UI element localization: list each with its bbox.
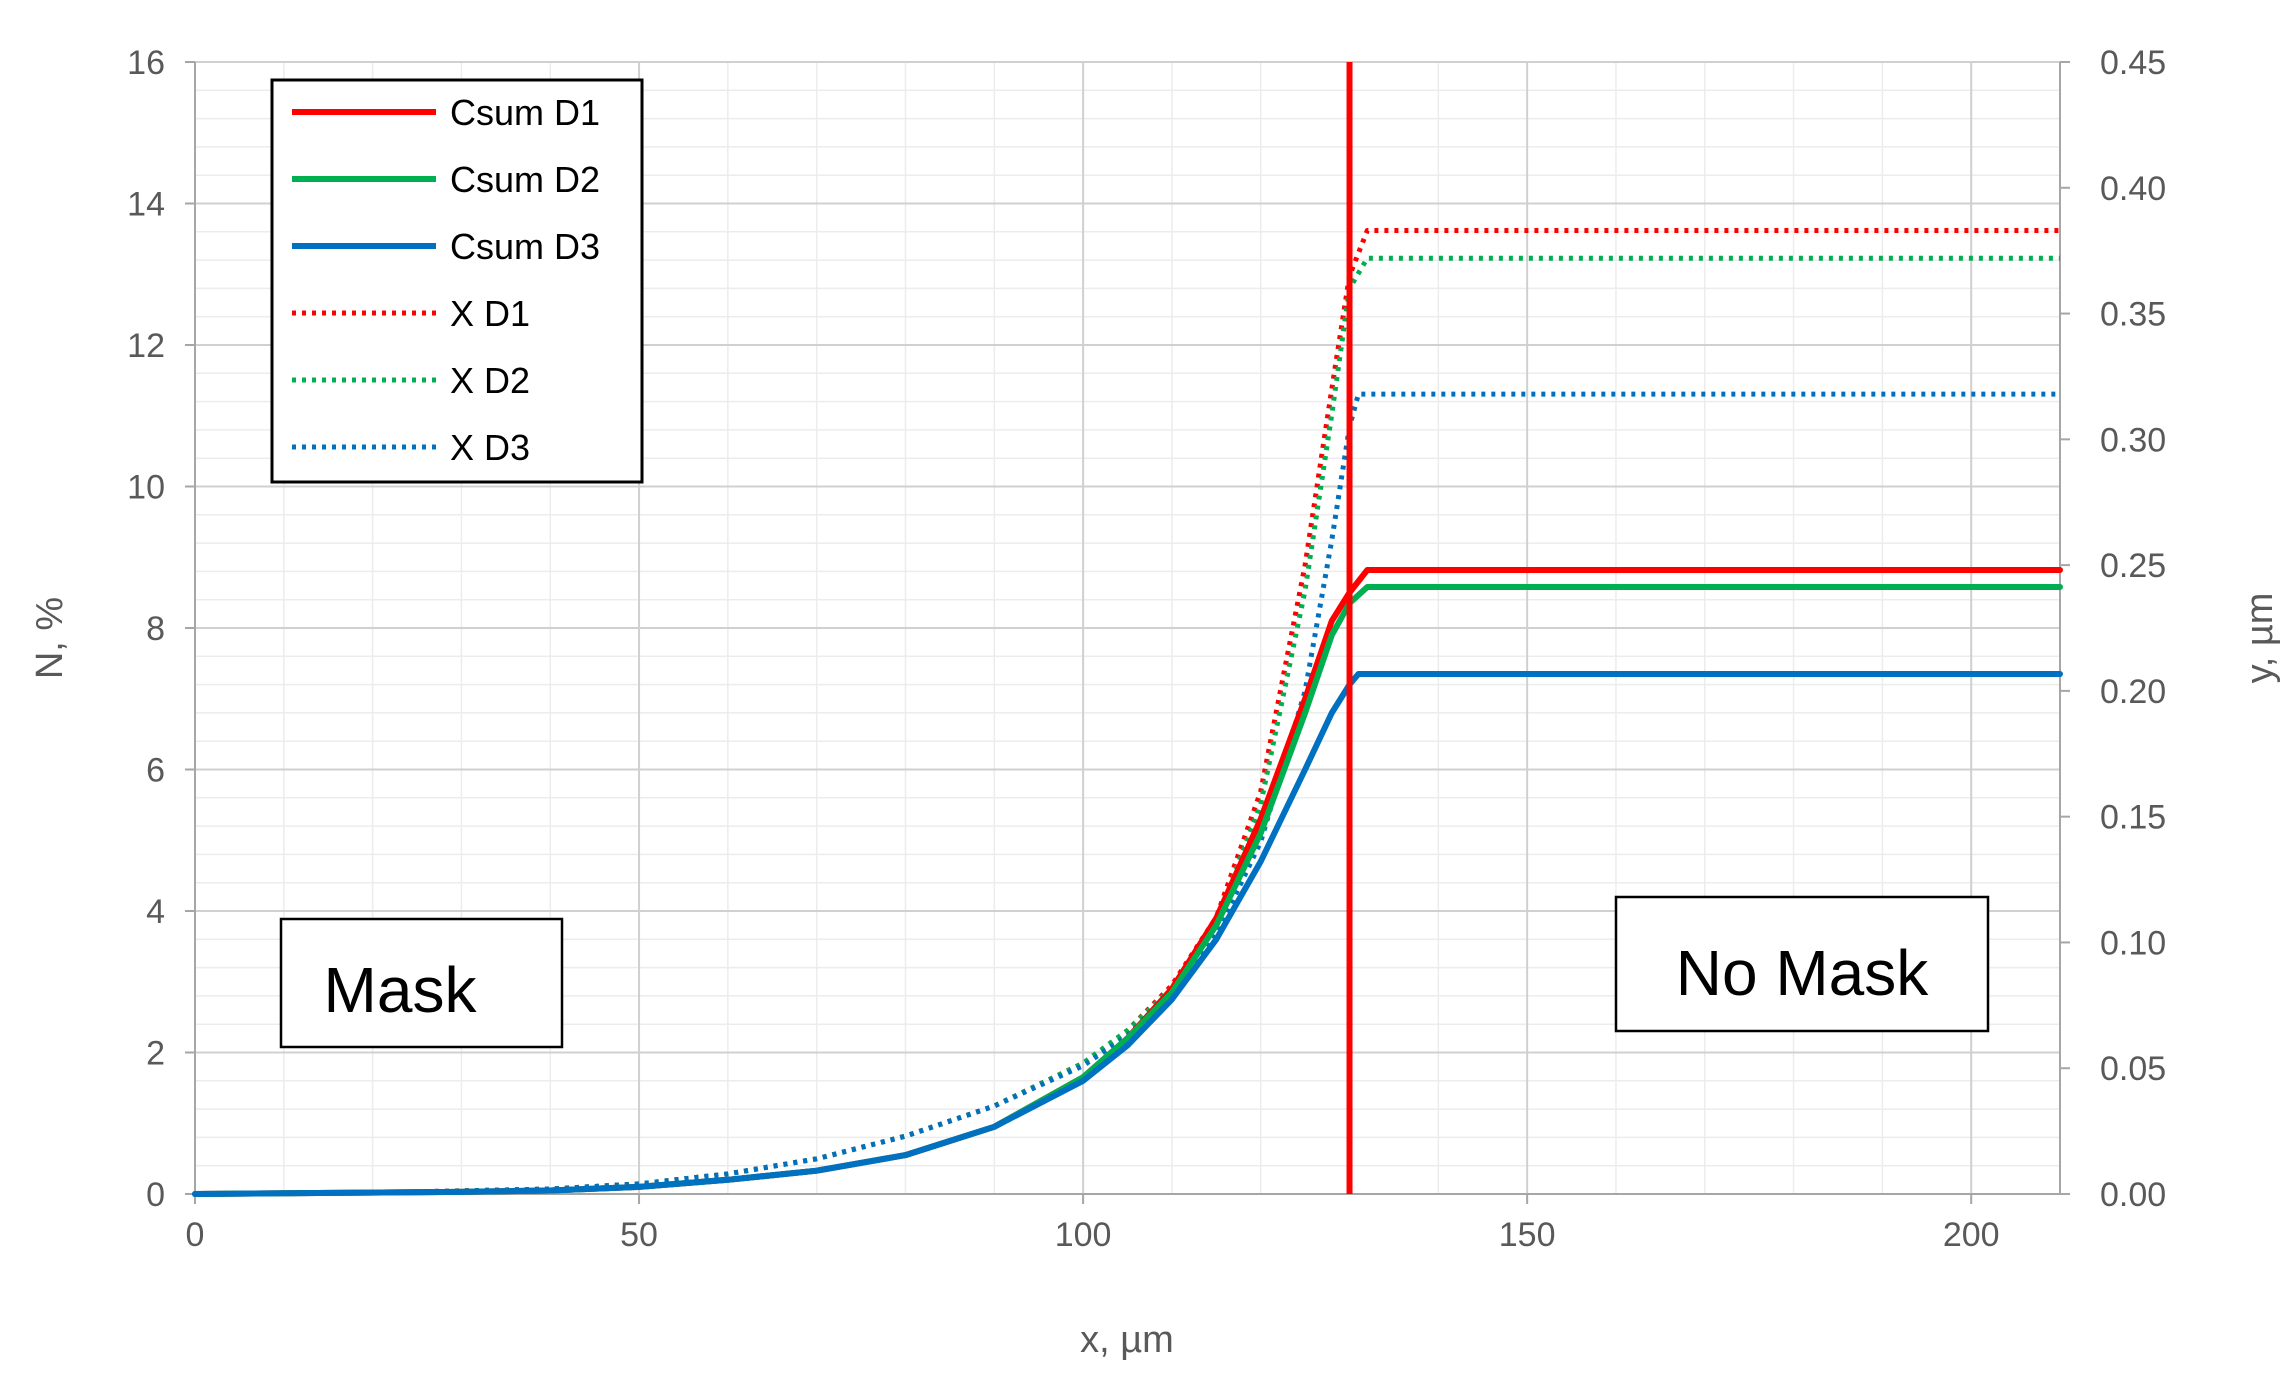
right-tick-label: 0.25 xyxy=(2100,547,2166,585)
right-tick-label: 0.00 xyxy=(2100,1176,2166,1214)
x-tick-label: 50 xyxy=(620,1216,658,1254)
right-tick-label: 0.45 xyxy=(2100,44,2166,82)
right-tick-label: 0.20 xyxy=(2100,673,2166,711)
tick-labels: 0 50 100 150 200 0 2 4 6 8 10 12 14 16 0.00 0.05 0.10 0.1… xyxy=(127,44,2166,1254)
legend: Csum D1 Csum D2 Csum D3 X D1 X D2 X D3 xyxy=(270,78,644,484)
legend-frame xyxy=(270,78,644,484)
series-layer xyxy=(192,228,2063,1197)
left-tick-label: 10 xyxy=(127,469,165,507)
x-tick-label: 150 xyxy=(1499,1216,1556,1254)
right-tick-label: 0.05 xyxy=(2100,1050,2166,1088)
right-tick-label: 0.30 xyxy=(2100,421,2166,459)
left-tick-label: 0 xyxy=(146,1176,165,1214)
mask-box xyxy=(279,917,564,1049)
x-tick-label: 0 xyxy=(186,1216,205,1254)
right-tick-label: 0.40 xyxy=(2100,170,2166,208)
left-tick-label: 12 xyxy=(127,327,165,365)
left-tick-label: 16 xyxy=(127,44,165,82)
legend-label: X D3 xyxy=(450,427,530,468)
left-axis-title: N, % xyxy=(29,597,71,679)
legend-label: Csum D2 xyxy=(450,159,600,200)
series-line-x-d3 xyxy=(194,391,2060,1197)
left-tick-label: 6 xyxy=(146,752,165,790)
no-mask-label: No Mask xyxy=(1676,937,1930,1009)
right-tick-label: 0.35 xyxy=(2100,296,2166,334)
left-tick-label: 14 xyxy=(127,186,165,224)
legend-label: X D2 xyxy=(450,360,530,401)
right-tick-label: 0.10 xyxy=(2100,924,2166,962)
x-tick-label: 100 xyxy=(1055,1216,1112,1254)
x-axis-title: x, µm xyxy=(1080,1319,1174,1361)
no-mask-annotation: No Mask xyxy=(1614,895,1990,1033)
left-tick-label: 2 xyxy=(146,1035,165,1073)
legend-label: Csum D1 xyxy=(450,92,600,133)
series-line-csum-d3 xyxy=(192,671,2063,1197)
legend-label: X D1 xyxy=(450,293,530,334)
right-tick-label: 0.15 xyxy=(2100,799,2166,837)
x-tick-label: 200 xyxy=(1943,1216,2000,1254)
legend-label: Csum D3 xyxy=(450,226,600,267)
left-tick-label: 4 xyxy=(146,893,165,931)
left-tick-label: 8 xyxy=(146,610,165,648)
mask-annotation: Mask xyxy=(279,917,564,1049)
series-line-csum-d2 xyxy=(192,584,2063,1197)
right-axis-title: y, µm xyxy=(2239,593,2281,684)
no-mask-box xyxy=(1614,895,1990,1033)
mask-label: Mask xyxy=(324,954,478,1026)
